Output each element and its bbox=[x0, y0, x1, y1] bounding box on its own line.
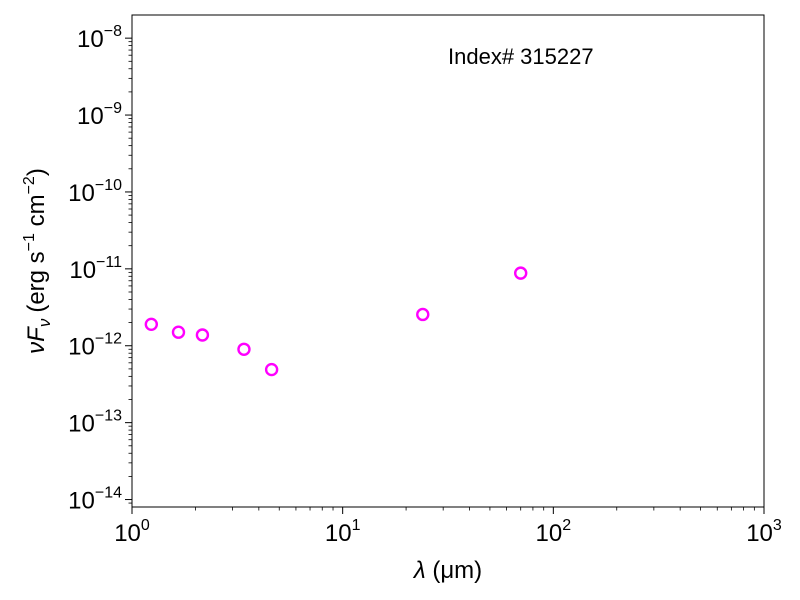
plot-area bbox=[132, 15, 764, 507]
y-tick-exp: −9 bbox=[104, 100, 122, 117]
y-tick-base: 10 bbox=[69, 257, 96, 284]
x-axis-ticks: 100 101 102 103 bbox=[114, 507, 782, 547]
y-tick-label: 10−11 bbox=[69, 254, 122, 284]
data-point bbox=[237, 342, 251, 356]
y-axis-exp1: −1 bbox=[21, 233, 38, 251]
y-tick-base: 10 bbox=[68, 180, 95, 207]
y-tick-base: 10 bbox=[77, 103, 104, 130]
y-tick-exp: −11 bbox=[96, 254, 122, 271]
y-tick-exp: −14 bbox=[95, 485, 122, 502]
y-tick-label: 10−8 bbox=[77, 23, 122, 53]
x-tick-label: 100 bbox=[114, 517, 150, 547]
data-point bbox=[264, 362, 279, 377]
y-tick-base: 10 bbox=[68, 411, 95, 438]
data-point bbox=[171, 325, 186, 339]
data-point bbox=[514, 266, 528, 280]
y-tick-base: 10 bbox=[68, 488, 95, 515]
x-tick-label: 103 bbox=[746, 517, 782, 547]
y-tick-label: 10−10 bbox=[68, 177, 122, 207]
y-tick-label: 10−12 bbox=[68, 331, 122, 361]
y-tick-exp: −8 bbox=[104, 23, 122, 40]
x-axis-label: λ (μm) bbox=[412, 557, 482, 584]
x-tick-exp: 1 bbox=[352, 517, 361, 534]
y-tick-label: 10−9 bbox=[77, 100, 122, 130]
x-axis-unit: (μm) bbox=[432, 557, 482, 584]
x-tick-base: 10 bbox=[536, 520, 563, 547]
x-axis-symbol: λ bbox=[412, 557, 426, 584]
plot-frame bbox=[131, 14, 765, 508]
y-axis-sub: ν bbox=[35, 318, 54, 327]
y-axis-label: νFν (erg s−1 cm−2) bbox=[21, 168, 54, 354]
y-tick-exp: −10 bbox=[95, 177, 122, 194]
x-tick-exp: 0 bbox=[141, 517, 150, 534]
y-axis-exp2: −2 bbox=[21, 176, 38, 194]
y-axis-unit-open: (erg s bbox=[23, 251, 50, 312]
minor-ticks bbox=[128, 41, 755, 511]
x-tick-label: 101 bbox=[325, 517, 361, 547]
y-tick-label: 10−14 bbox=[68, 485, 122, 515]
data-point bbox=[144, 317, 159, 332]
y-tick-exp: −12 bbox=[95, 331, 122, 348]
y-axis-unit-mid: cm bbox=[23, 194, 50, 233]
y-axis-base: νF bbox=[23, 326, 50, 354]
y-tick-label: 10−13 bbox=[68, 408, 122, 438]
x-tick-label: 102 bbox=[536, 517, 572, 547]
data-point bbox=[195, 328, 210, 342]
x-tick-base: 10 bbox=[325, 520, 352, 547]
x-tick-base: 10 bbox=[746, 520, 773, 547]
x-tick-base: 10 bbox=[114, 520, 141, 547]
y-tick-exp: −13 bbox=[95, 408, 122, 425]
data-point bbox=[416, 307, 430, 322]
data-points bbox=[144, 266, 528, 377]
x-tick-exp: 2 bbox=[562, 517, 571, 534]
x-tick-exp: 3 bbox=[773, 517, 782, 534]
chart-annotation: Index# 315227 bbox=[448, 44, 594, 69]
y-tick-base: 10 bbox=[77, 26, 104, 53]
y-axis-unit-close: ) bbox=[23, 168, 50, 176]
y-tick-base: 10 bbox=[68, 334, 95, 361]
